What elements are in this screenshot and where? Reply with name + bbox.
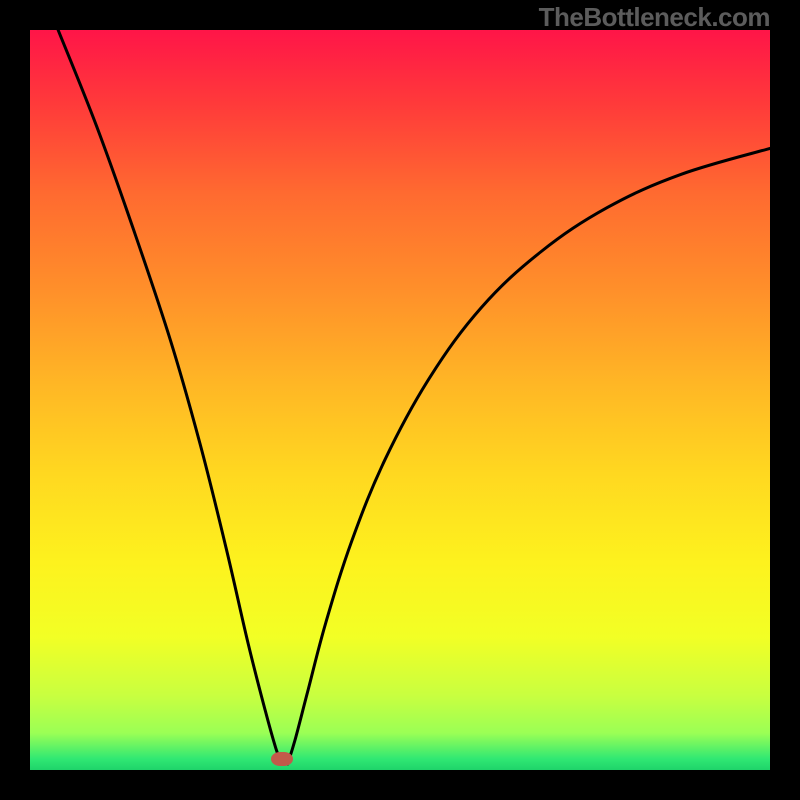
curve-left-branch [58,30,281,764]
curve-right-branch [288,148,770,764]
minimum-marker [271,752,293,766]
plot-area [30,30,770,770]
chart-container: TheBottleneck.com [0,0,800,800]
watermark-text: TheBottleneck.com [539,2,770,33]
bottleneck-curve [30,30,770,770]
